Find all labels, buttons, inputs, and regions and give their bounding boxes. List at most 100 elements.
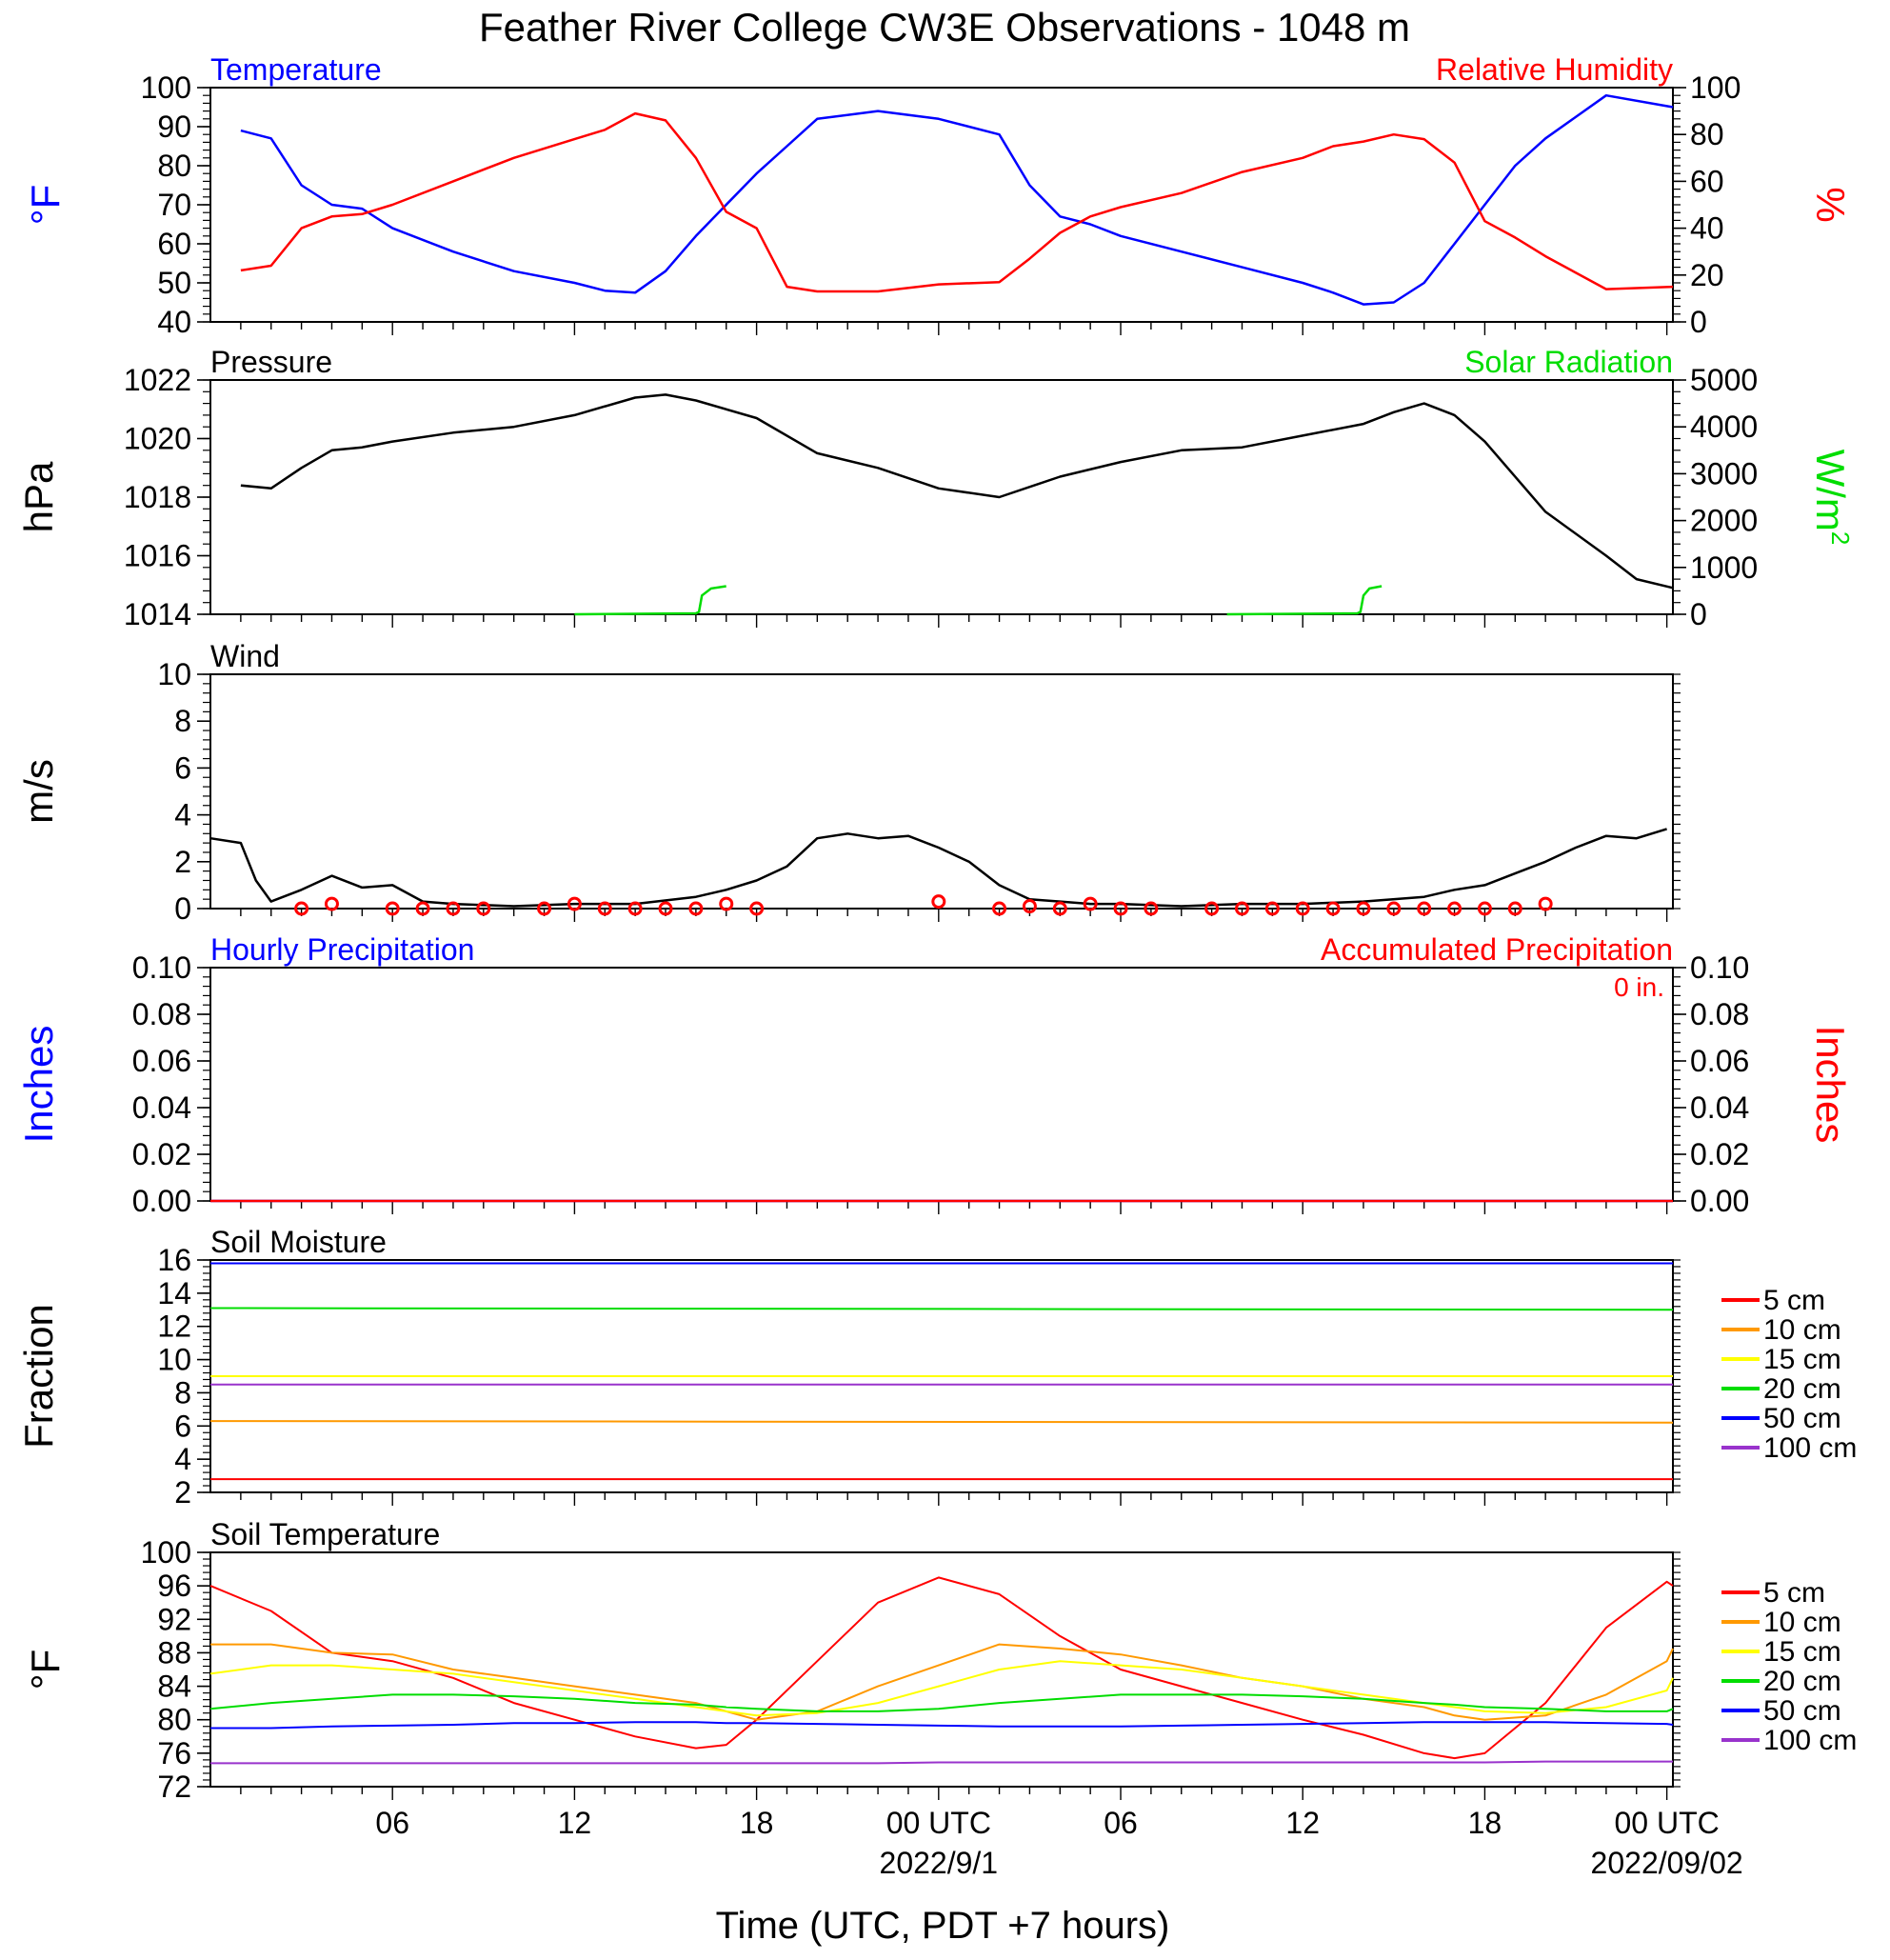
x-tick-label: 06 bbox=[375, 1806, 409, 1840]
series-line-100-cm bbox=[210, 1760, 1673, 1765]
y-tick-label-left: 0.00 bbox=[132, 1184, 191, 1218]
x-tick-label: 18 bbox=[740, 1806, 774, 1840]
wind-calm-circle bbox=[1234, 901, 1249, 916]
legend-label: 20 cm bbox=[1763, 1666, 1841, 1697]
y-tick-label-left: 84 bbox=[157, 1670, 191, 1704]
legend-label: 50 cm bbox=[1763, 1403, 1841, 1434]
y-tick-label-left: 92 bbox=[157, 1602, 191, 1636]
x-tick-label: 12 bbox=[558, 1806, 592, 1840]
panel-title-left: Temperature bbox=[210, 52, 382, 87]
wind-calm-circle bbox=[1052, 901, 1067, 916]
wind-calm-circle bbox=[749, 901, 765, 916]
series-line-5-cm bbox=[209, 1576, 1674, 1760]
x-date-label: 2022/09/02 bbox=[1591, 1846, 1743, 1880]
y-axis-label-left: Inches bbox=[16, 1026, 61, 1144]
x-tick-label: 06 bbox=[1104, 1806, 1138, 1840]
legend-label: 15 cm bbox=[1763, 1344, 1841, 1375]
y-tick-label-right: 0.00 bbox=[1690, 1184, 1749, 1218]
y-tick-label-left: 0.06 bbox=[132, 1044, 191, 1078]
y-tick-label-left: 1020 bbox=[124, 422, 191, 456]
y-tick-label-left: 10 bbox=[157, 657, 191, 691]
y-tick-label-right: 40 bbox=[1690, 211, 1724, 246]
x-axis-group: 06 12 18 00 UTC 06 12 18 00 UTC 2022/9/1 2022/09/… bbox=[375, 1806, 1742, 1880]
panel-4: 0.10 0.08 0.06 0.04 0.02 0.00 0.10 0.08 0.06 0.04… bbox=[16, 932, 1853, 1218]
y-axis-label-left: °F bbox=[23, 185, 68, 225]
wind-calm-circle bbox=[446, 901, 461, 916]
wind-calm-circle bbox=[294, 901, 309, 916]
y-tick-label-left: 72 bbox=[157, 1770, 191, 1804]
legend-label: 5 cm bbox=[1763, 1577, 1825, 1609]
wind-calm-circle bbox=[1295, 901, 1310, 916]
wind-calm-circle bbox=[627, 901, 643, 916]
wind-calm-circle bbox=[688, 901, 704, 916]
y-tick-label-right: 2000 bbox=[1690, 504, 1758, 538]
y-tick-label-right: 0 bbox=[1690, 597, 1707, 631]
wind-calm-circle bbox=[658, 901, 673, 916]
series-line-wind-speed bbox=[209, 828, 1667, 908]
panel-3: 10 8 6 4 2 0 Wind m/s bbox=[16, 639, 1681, 926]
y-tick-label-left: 6 bbox=[174, 750, 191, 785]
legend-label: 100 cm bbox=[1763, 1725, 1857, 1756]
wind-calm-circle bbox=[537, 901, 552, 916]
wind-calm-circle bbox=[415, 901, 430, 916]
legend-label: 15 cm bbox=[1763, 1636, 1841, 1668]
x-tick-label: 12 bbox=[1285, 1806, 1320, 1840]
panel-title-right: Solar Radiation bbox=[1464, 345, 1673, 379]
y-tick-label-left: 8 bbox=[174, 1375, 191, 1410]
legend-label: 10 cm bbox=[1763, 1607, 1841, 1638]
y-tick-label-right: 0.08 bbox=[1690, 997, 1749, 1031]
y-tick-label-left: 0.10 bbox=[132, 950, 191, 985]
y-axis-label-left: Fraction bbox=[16, 1304, 61, 1449]
series-line-20-cm bbox=[209, 1307, 1674, 1311]
panel-title-right: Accumulated Precipitation bbox=[1321, 932, 1673, 967]
legend-label: 20 cm bbox=[1763, 1373, 1841, 1405]
plot-frame bbox=[209, 967, 1674, 1202]
y-axis-label-right: W/m2 bbox=[1808, 450, 1855, 546]
wind-calm-circle bbox=[476, 901, 491, 916]
y-tick-label-right: 5000 bbox=[1690, 363, 1758, 397]
y-tick-label-left: 12 bbox=[157, 1310, 191, 1344]
wind-calm-circle bbox=[1325, 901, 1341, 916]
y-tick-label-left: 76 bbox=[157, 1736, 191, 1770]
panel-title-left: Soil Moisture bbox=[210, 1225, 387, 1259]
wind-calm-circle bbox=[992, 901, 1007, 916]
y-axis-label-right: % bbox=[1808, 187, 1853, 222]
wind-calm-circle bbox=[1417, 901, 1432, 916]
y-axis-label-superscript: 2 bbox=[1826, 531, 1855, 545]
panel-title-left: Wind bbox=[210, 639, 280, 673]
series-line-temperature bbox=[240, 93, 1674, 306]
series-line-pressure bbox=[240, 393, 1674, 590]
series-line-50-cm bbox=[210, 1721, 1674, 1730]
series-line-solar-radiation bbox=[1226, 585, 1383, 616]
y-tick-label-left: 1016 bbox=[124, 539, 191, 573]
legend-label: 10 cm bbox=[1763, 1314, 1841, 1346]
x-tick-label: 00 UTC bbox=[1615, 1806, 1720, 1840]
wind-calm-circle bbox=[719, 896, 734, 911]
y-tick-label-left: 0.02 bbox=[132, 1137, 191, 1171]
panel-title-left: Hourly Precipitation bbox=[210, 932, 474, 967]
y-tick-label-left: 0.04 bbox=[132, 1090, 191, 1125]
y-tick-label-left: 2 bbox=[174, 845, 191, 879]
y-axis-label-right: Inches bbox=[1808, 1026, 1853, 1144]
y-tick-label-left: 16 bbox=[157, 1243, 191, 1277]
wind-calm-circle bbox=[1386, 901, 1402, 916]
y-tick-label-left: 8 bbox=[174, 704, 191, 738]
series-line-20-cm bbox=[209, 1693, 1674, 1712]
series-line-10-cm bbox=[210, 1643, 1674, 1721]
y-tick-label-right: 0.04 bbox=[1690, 1090, 1749, 1125]
wind-calm-circle bbox=[1204, 901, 1220, 916]
y-axis-label-left: hPa bbox=[16, 461, 61, 532]
panel-title-right: Relative Humidity bbox=[1436, 52, 1673, 87]
panel-title-left: Soil Temperature bbox=[210, 1517, 440, 1551]
wind-calm-circle bbox=[1447, 901, 1462, 916]
y-tick-label-left: 10 bbox=[157, 1343, 191, 1377]
legend-label: 100 cm bbox=[1763, 1432, 1857, 1464]
series-line-15-cm bbox=[209, 1660, 1674, 1717]
y-tick-label-right: 0.02 bbox=[1690, 1137, 1749, 1171]
legend-label: 50 cm bbox=[1763, 1695, 1841, 1727]
panel-title-left: Pressure bbox=[210, 345, 332, 379]
